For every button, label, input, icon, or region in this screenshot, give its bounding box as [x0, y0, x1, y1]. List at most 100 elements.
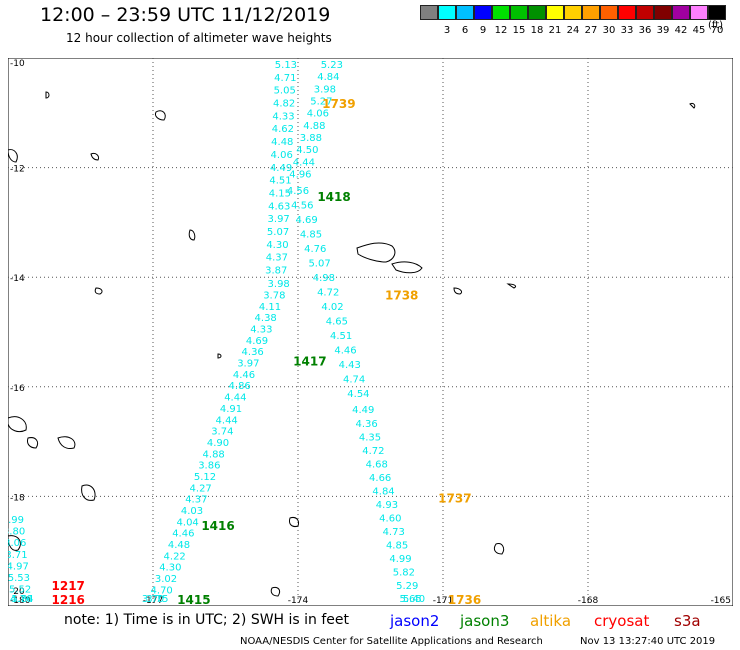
longitude-tick-label: -177 — [143, 596, 163, 606]
colorbar-swatch — [510, 5, 528, 20]
track-time-label: 1216 — [52, 593, 85, 606]
wave-height-value: 5.52 — [9, 585, 31, 596]
colorbar-label: 42 — [674, 25, 688, 36]
colorbar-swatch — [600, 5, 618, 20]
wave-height-value: 4.93 — [376, 500, 398, 511]
wave-height-value: 5.82 — [393, 567, 415, 578]
wave-height-value: 4.76 — [10, 594, 32, 605]
wave-height-value: 4.51 — [330, 331, 352, 342]
longitude-tick-label: -168 — [578, 596, 599, 606]
island-wallis — [188, 229, 196, 241]
colorbar-label: 39 — [656, 25, 670, 36]
wave-height-value: 4.54 — [347, 389, 369, 400]
map-subtitle: 12 hour collection of altimeter wave hei… — [66, 31, 332, 45]
wave-height-value: 4.49 — [270, 163, 292, 174]
wave-height-value: 4.82 — [273, 99, 295, 110]
legend-item-jason3: jason3 — [460, 612, 510, 630]
wave-height-map: -180 -177 -174 -171 -168 -165 -10 -12 -14 -16 -18 -… — [8, 58, 733, 606]
wave-height-value: 3.87 — [265, 266, 287, 277]
island-5 — [453, 287, 463, 295]
wave-height-value: 4.33 — [250, 325, 272, 336]
colorbar-label: 36 — [638, 25, 652, 36]
wave-height-value: 4.69 — [246, 336, 268, 347]
wave-height-value: 4.04 — [177, 517, 199, 528]
track-time-label: 1737 — [438, 491, 471, 505]
wave-height-value: 4.73 — [383, 527, 405, 538]
wave-height-value: 4.56 — [287, 186, 309, 197]
colorbar-label: 18 — [530, 25, 544, 36]
wave-height-value: 4.50 — [296, 145, 318, 156]
wave-height-value: 4.96 — [289, 170, 311, 181]
island-8 — [8, 535, 21, 551]
wave-height-value: 3.98 — [314, 84, 336, 95]
track-time-label: 1416 — [201, 519, 234, 533]
wave-height-value: 4.30 — [159, 563, 181, 574]
wave-height-value: 4.02 — [321, 302, 343, 313]
legend-item-cryosat: cryosat — [594, 612, 650, 630]
colorbar-swatch — [654, 5, 672, 20]
wave-height-value: 4.35 — [359, 432, 381, 443]
wave-height-value: 3.99 — [8, 515, 24, 526]
wave-height-value: 5.23 — [321, 60, 343, 71]
track-time-label: 1739 — [322, 97, 355, 111]
legend-item-jason2: jason2 — [390, 612, 440, 630]
track-time-label: 1415 — [177, 593, 210, 606]
wave-height-value: 4.33 — [272, 111, 294, 122]
map-frame — [8, 58, 733, 606]
colorbar-swatch — [708, 5, 726, 20]
island-4 — [94, 287, 103, 295]
wave-height-value: 3.78 — [263, 291, 285, 302]
axis-tick-labels: -180 -177 -174 -171 -168 -165 -10 -12 -14 -16 -18 -… — [10, 59, 731, 606]
wave-height-value: 4.49 — [352, 405, 374, 416]
island-9 — [270, 587, 281, 597]
wave-height-value: 5.53 — [8, 573, 30, 584]
wave-height-value: 4.11 — [259, 302, 281, 313]
colorbar-label: 21 — [548, 25, 562, 36]
island-fiji-3 — [27, 437, 39, 449]
colorbar-swatch — [618, 5, 636, 20]
legend-item-s3a: s3a — [674, 612, 701, 630]
credit-line: NOAA/NESDIS Center for Satellite Applica… — [240, 636, 543, 647]
wave-height-value: 4.72 — [317, 287, 339, 298]
track-time-label: 1738 — [385, 289, 418, 303]
wave-height-value: 4.63 — [268, 201, 290, 212]
latitude-tick-label: -20 — [10, 587, 25, 597]
wave-height-value: 4.15 — [269, 188, 291, 199]
wave-height-value: 4.90 — [207, 438, 229, 449]
wave-height-value: 3.06 — [8, 538, 26, 549]
wave-height-value: 4.03 — [181, 506, 203, 517]
island-upolu — [391, 261, 423, 274]
wave-height-value: 4.44 — [224, 393, 246, 404]
wave-height-value: 4.46 — [233, 370, 255, 381]
colorbar-label: 6 — [461, 25, 469, 36]
colorbar-label: 27 — [584, 25, 598, 36]
wave-height-value: 5.84 — [11, 594, 33, 605]
wave-height-value: 4.91 — [220, 404, 242, 415]
wave-height-value: 4.85 — [300, 229, 322, 240]
colorbar-swatch — [528, 5, 546, 20]
longitude-tick-label: -171 — [433, 596, 453, 606]
wave-height-value: 4.06 — [307, 109, 329, 120]
wave-height-value: 4.84 — [317, 72, 339, 83]
colorbar-unit: (ft) — [708, 20, 724, 31]
map-title: 12:00 – 23:59 UTC 11/12/2019 — [40, 4, 331, 26]
wave-height-value: 4.65 — [326, 316, 348, 327]
wave-height-value: 5.07 — [308, 258, 330, 269]
wave-height-value: 4.97 — [8, 561, 29, 572]
island-fiji-2 — [57, 436, 76, 449]
colorbar-label: 30 — [602, 25, 616, 36]
wave-height-value: 4.62 — [272, 124, 294, 135]
satellite-tracks: 5.134.715.054.824.334.624.484.064.494.51… — [8, 60, 425, 605]
island-13 — [45, 91, 50, 99]
wave-height-value: 4.36 — [242, 347, 264, 358]
colorbar-swatch — [636, 5, 654, 20]
island-outlines — [8, 91, 696, 597]
wave-height-value: 4.98 — [313, 273, 335, 284]
island-savaii — [356, 242, 396, 263]
track-time-label: 1417 — [293, 354, 326, 368]
colorbar-label: 45 — [692, 25, 706, 36]
track-time-label: 1217 — [52, 579, 85, 593]
island-12 — [217, 353, 222, 359]
wave-height-value: 4.69 — [295, 215, 317, 226]
